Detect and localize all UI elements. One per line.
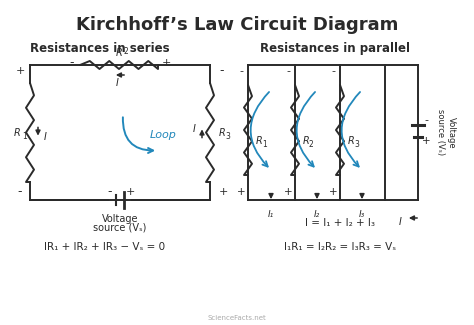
FancyArrowPatch shape [342, 92, 360, 166]
Text: Voltage
source (Vₛ): Voltage source (Vₛ) [436, 110, 456, 156]
Text: -: - [18, 186, 22, 199]
Text: I₁: I₁ [268, 210, 274, 219]
Text: -: - [70, 57, 74, 70]
Text: Resistances in series: Resistances in series [30, 42, 170, 55]
Text: ScienceFacts.net: ScienceFacts.net [208, 315, 266, 321]
Text: +: + [15, 66, 25, 76]
Text: -: - [219, 64, 224, 77]
Text: 1: 1 [262, 140, 267, 149]
Text: I: I [193, 124, 196, 134]
Text: 1: 1 [22, 132, 27, 141]
Text: R: R [14, 127, 20, 137]
Text: I: I [399, 217, 401, 227]
FancyArrowPatch shape [123, 117, 153, 153]
FancyArrowPatch shape [251, 92, 269, 166]
Text: +: + [219, 187, 228, 197]
Text: -: - [239, 66, 243, 76]
Text: +: + [283, 187, 292, 197]
Text: 2: 2 [124, 46, 129, 56]
Text: R: R [116, 48, 122, 58]
Text: R: R [348, 136, 355, 146]
Text: source (Vₛ): source (Vₛ) [93, 222, 146, 232]
Text: I₃: I₃ [359, 210, 365, 219]
Text: I: I [116, 78, 118, 88]
Text: +: + [161, 58, 171, 68]
Text: Kirchhoff’s Law Circuit Diagram: Kirchhoff’s Law Circuit Diagram [76, 16, 398, 34]
Text: I₂: I₂ [314, 210, 320, 219]
Text: +: + [237, 187, 246, 197]
Text: I: I [44, 132, 47, 141]
Text: IR₁ + IR₂ + IR₃ − Vₛ = 0: IR₁ + IR₂ + IR₃ − Vₛ = 0 [45, 242, 165, 252]
Text: I₁R₁ = I₂R₂ = I₃R₃ = Vₛ: I₁R₁ = I₂R₂ = I₃R₃ = Vₛ [284, 242, 396, 252]
Text: -: - [286, 66, 290, 76]
Text: -: - [424, 115, 428, 125]
Text: +: + [328, 187, 337, 197]
Text: R: R [303, 136, 310, 146]
Text: 3: 3 [354, 140, 359, 149]
Text: R: R [219, 127, 226, 137]
Text: Resistances in parallel: Resistances in parallel [260, 42, 410, 55]
Text: -: - [108, 186, 112, 199]
Text: +: + [422, 136, 430, 146]
Text: +: + [125, 187, 135, 197]
Text: 3: 3 [225, 132, 230, 141]
Text: I = I₁ + I₂ + I₃: I = I₁ + I₂ + I₃ [305, 218, 375, 228]
Text: 2: 2 [309, 140, 314, 149]
Text: R: R [256, 136, 263, 146]
Text: Voltage: Voltage [102, 214, 138, 224]
FancyArrowPatch shape [297, 92, 315, 166]
Text: Loop: Loop [150, 129, 177, 139]
Text: -: - [331, 66, 335, 76]
